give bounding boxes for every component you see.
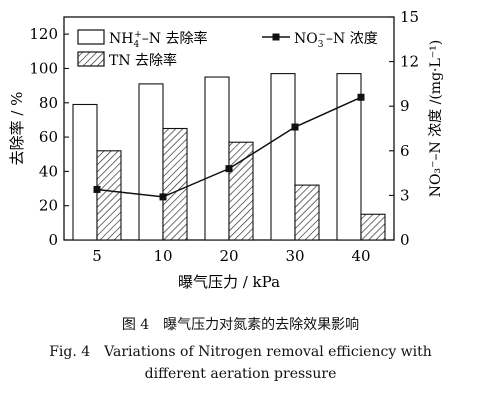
bar-tn-removal: [360, 213, 386, 241]
bar-nh4-removal: [138, 83, 164, 241]
y-right-tick-label: 3: [400, 186, 410, 204]
y-left-tick-label: 0: [48, 231, 58, 249]
x-tick-label: 40: [351, 247, 370, 265]
x-tick-label: 30: [285, 247, 304, 265]
bar-nh4-removal: [204, 76, 230, 241]
y-right-tick-label: 12: [400, 53, 419, 71]
bar-nh4-removal: [336, 73, 362, 241]
y-right-tick-label: 6: [400, 142, 410, 160]
legend-label-tn: TN 去除率: [109, 52, 177, 69]
y-axis-label-left: 去除率 / %: [8, 92, 26, 166]
legend-swatch-nh4: [77, 29, 105, 45]
bar-tn-removal: [162, 127, 188, 241]
legend-label-nh4: NH4+–N 去除率: [109, 30, 207, 50]
x-tick-label: 10: [153, 247, 172, 265]
y-left-tick-label: 20: [39, 197, 58, 215]
bar-tn-removal: [228, 141, 254, 241]
y-left-tick-label: 40: [39, 162, 58, 180]
y-right-tick-label: 9: [400, 97, 410, 115]
y-right-tick-label: 0: [400, 231, 410, 249]
bar-tn-removal: [96, 150, 122, 241]
bar-nh4-removal: [270, 73, 296, 241]
y-right-tick-label: 15: [400, 8, 419, 26]
y-left-tick-label: 80: [39, 94, 58, 112]
legend-label-no3: NO3−–N 浓度: [294, 30, 378, 50]
bar-nh4-removal: [72, 103, 98, 241]
chart: 5 10 20 30 40 0 20 40 60 80 100 120 0 3 6 9 12 15 曝气压力 / k…: [8, 8, 444, 291]
point-no3-concentration: [357, 93, 365, 101]
y-left-tick-label: 60: [39, 128, 58, 146]
point-no3-concentration: [93, 185, 101, 193]
legend: NH4+–N 去除率 NO3−–N 浓度 TN 去除率: [77, 29, 378, 69]
y-left-tick-label: 100: [29, 59, 58, 77]
bar-tn-removal: [294, 184, 320, 241]
y-left-tick-label: 120: [29, 25, 58, 43]
figure-caption-cn: 图 4 曝气压力对氮素的去除效果影响: [121, 317, 360, 333]
point-no3-concentration: [159, 193, 167, 201]
legend-swatch-no3-marker: [272, 33, 280, 41]
point-no3-concentration: [225, 165, 233, 173]
figure-caption-en-line2: different aeration pressure: [144, 366, 337, 382]
x-tick-label: 5: [92, 247, 102, 265]
legend-swatch-tn: [77, 51, 105, 67]
point-no3-concentration: [291, 123, 299, 131]
x-axis-label: 曝气压力 / kPa: [178, 273, 280, 291]
figure-caption-en-line1: Fig. 4 Variations of Nitrogen removal ef…: [49, 344, 432, 360]
x-tick-label: 20: [219, 247, 238, 265]
y-axis-label-right: NO₃⁻–N 浓度 /(mg·L⁻¹): [428, 40, 444, 198]
